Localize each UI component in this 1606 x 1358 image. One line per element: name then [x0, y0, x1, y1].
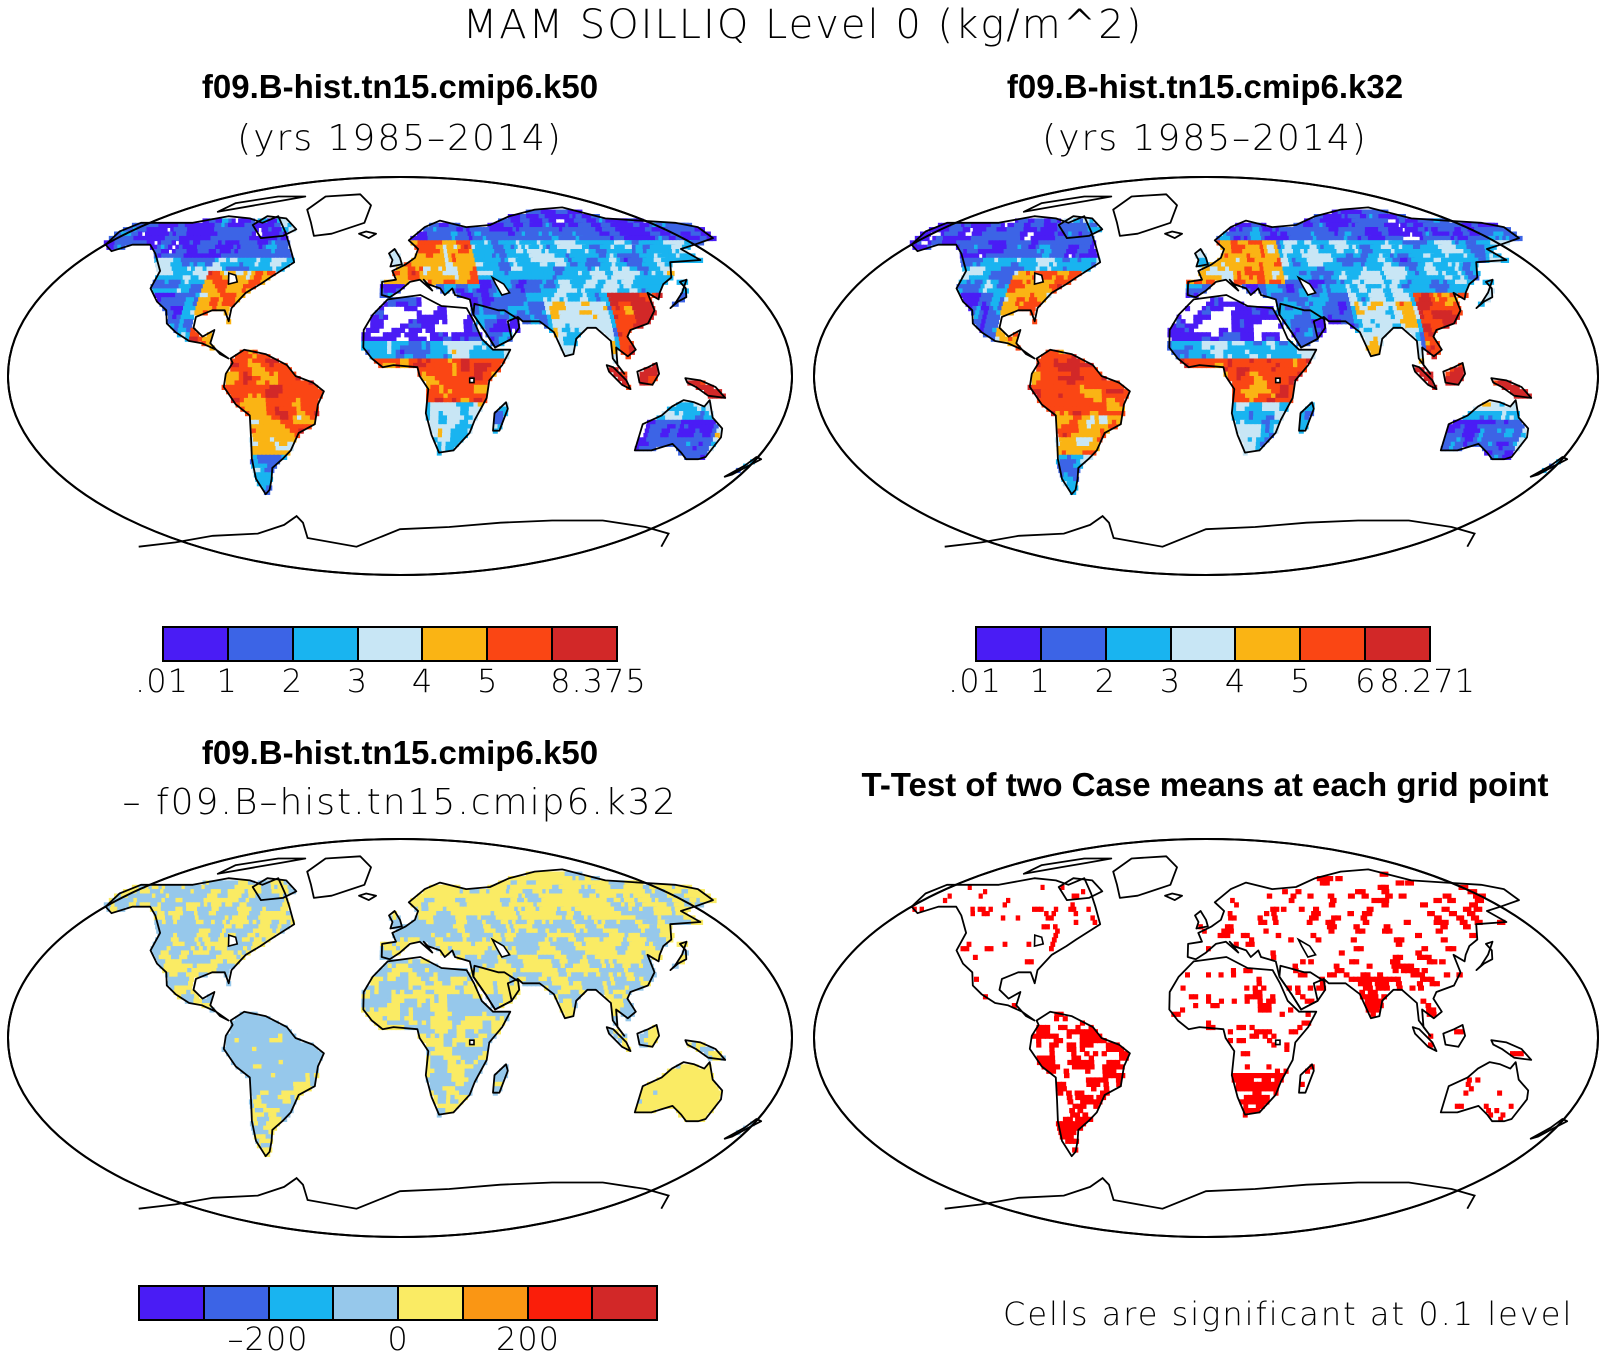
colorbar-swatch — [1366, 628, 1429, 660]
panel-3-colorbar — [138, 1285, 658, 1321]
colorbar-tick-label: 3 — [1160, 662, 1181, 700]
panel-4-title: T-Test of two Case means at each grid po… — [805, 766, 1605, 804]
colorbar-tick-label: 5 — [1290, 662, 1311, 700]
colorbar-swatch — [423, 628, 488, 660]
panel-4-map — [808, 830, 1604, 1240]
colorbar-swatch — [1042, 628, 1107, 660]
colorbar-tick-label: 0 — [387, 1320, 408, 1358]
colorbar-tick-label: 2 — [282, 662, 303, 700]
colorbar-tick-label: 1 — [1029, 662, 1050, 700]
colorbar-swatch — [164, 628, 229, 660]
panel-2-title: f09.B-hist.tn15.cmip6.k32 — [805, 68, 1605, 106]
colorbar-swatch — [977, 628, 1042, 660]
colorbar-tick-label: 4 — [412, 662, 433, 700]
panel-2-map — [808, 168, 1604, 578]
colorbar-tick-label: .01 — [948, 662, 1002, 700]
colorbar-tick-label: 8.271 — [1379, 662, 1476, 700]
colorbar-tick-label: 3 — [347, 662, 368, 700]
colorbar-tick-label: –200 — [227, 1320, 308, 1358]
panel-1-subtitle: (yrs 1985–2014) — [0, 118, 800, 159]
colorbar-swatch — [593, 1287, 656, 1319]
colorbar-swatch — [464, 1287, 529, 1319]
colorbar-tick-label: 5 — [477, 662, 498, 700]
colorbar-tick-label: 4 — [1225, 662, 1246, 700]
colorbar-swatch — [229, 628, 294, 660]
colorbar-tick-label: .01 — [135, 662, 189, 700]
panel-3-subtitle: – f09.B–hist.tn15.cmip6.k32 — [0, 782, 800, 823]
colorbar-swatch — [294, 628, 359, 660]
colorbar-swatch — [1172, 628, 1237, 660]
panel-3-title: f09.B-hist.tn15.cmip6.k50 — [0, 734, 800, 772]
colorbar-tick-label: 8.375 — [550, 662, 647, 700]
colorbar-swatch — [270, 1287, 335, 1319]
colorbar-swatch — [140, 1287, 205, 1319]
significance-note: Cells are significant at 0.1 level — [1003, 1295, 1573, 1333]
figure-title: MAM SOILLIQ Level 0 (kg/m^2) — [0, 2, 1606, 48]
colorbar-swatch — [359, 628, 424, 660]
panel-3-map — [2, 830, 798, 1240]
colorbar-tick-label: 6 — [1355, 662, 1376, 700]
colorbar-swatch — [205, 1287, 270, 1319]
colorbar-tick-label: 2 — [1095, 662, 1116, 700]
colorbar-swatch — [1107, 628, 1172, 660]
colorbar-tick-label: 1 — [216, 662, 237, 700]
colorbar-swatch — [399, 1287, 464, 1319]
colorbar-swatch — [553, 628, 616, 660]
colorbar-swatch — [334, 1287, 399, 1319]
colorbar-swatch — [1301, 628, 1366, 660]
panel-2-subtitle: (yrs 1985–2014) — [805, 118, 1605, 159]
panel-1-colorbar — [162, 626, 618, 662]
colorbar-swatch — [488, 628, 553, 660]
colorbar-tick-label: 200 — [496, 1320, 560, 1358]
panel-2-colorbar — [975, 626, 1431, 662]
panel-1-title: f09.B-hist.tn15.cmip6.k50 — [0, 68, 800, 106]
colorbar-swatch — [1236, 628, 1301, 660]
panel-1-map — [2, 168, 798, 578]
colorbar-swatch — [529, 1287, 594, 1319]
